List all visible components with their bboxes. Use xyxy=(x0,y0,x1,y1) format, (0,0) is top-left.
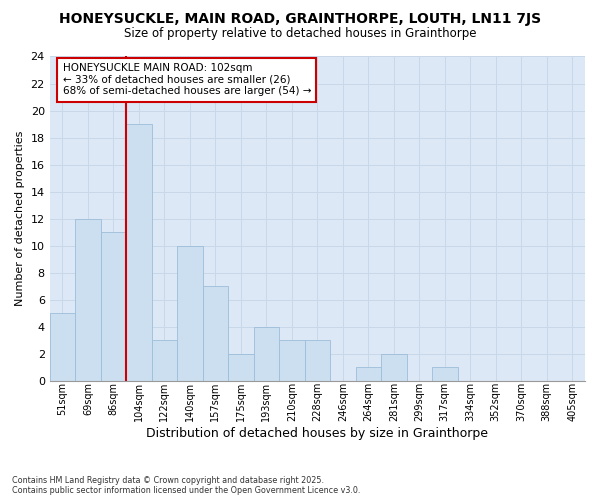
Bar xyxy=(177,246,203,380)
Bar xyxy=(101,232,126,380)
Text: HONEYSUCKLE MAIN ROAD: 102sqm
← 33% of detached houses are smaller (26)
68% of s: HONEYSUCKLE MAIN ROAD: 102sqm ← 33% of d… xyxy=(62,64,311,96)
Text: HONEYSUCKLE, MAIN ROAD, GRAINTHORPE, LOUTH, LN11 7JS: HONEYSUCKLE, MAIN ROAD, GRAINTHORPE, LOU… xyxy=(59,12,541,26)
Text: Contains HM Land Registry data © Crown copyright and database right 2025.
Contai: Contains HM Land Registry data © Crown c… xyxy=(12,476,361,495)
Bar xyxy=(254,326,279,380)
Bar xyxy=(305,340,330,380)
Y-axis label: Number of detached properties: Number of detached properties xyxy=(15,131,25,306)
Bar xyxy=(432,367,458,380)
Bar xyxy=(356,367,381,380)
Bar xyxy=(381,354,407,380)
Text: Size of property relative to detached houses in Grainthorpe: Size of property relative to detached ho… xyxy=(124,28,476,40)
X-axis label: Distribution of detached houses by size in Grainthorpe: Distribution of detached houses by size … xyxy=(146,427,488,440)
Bar xyxy=(50,313,75,380)
Bar xyxy=(126,124,152,380)
Bar xyxy=(279,340,305,380)
Bar xyxy=(203,286,228,380)
Bar xyxy=(152,340,177,380)
Bar xyxy=(228,354,254,380)
Bar xyxy=(75,218,101,380)
